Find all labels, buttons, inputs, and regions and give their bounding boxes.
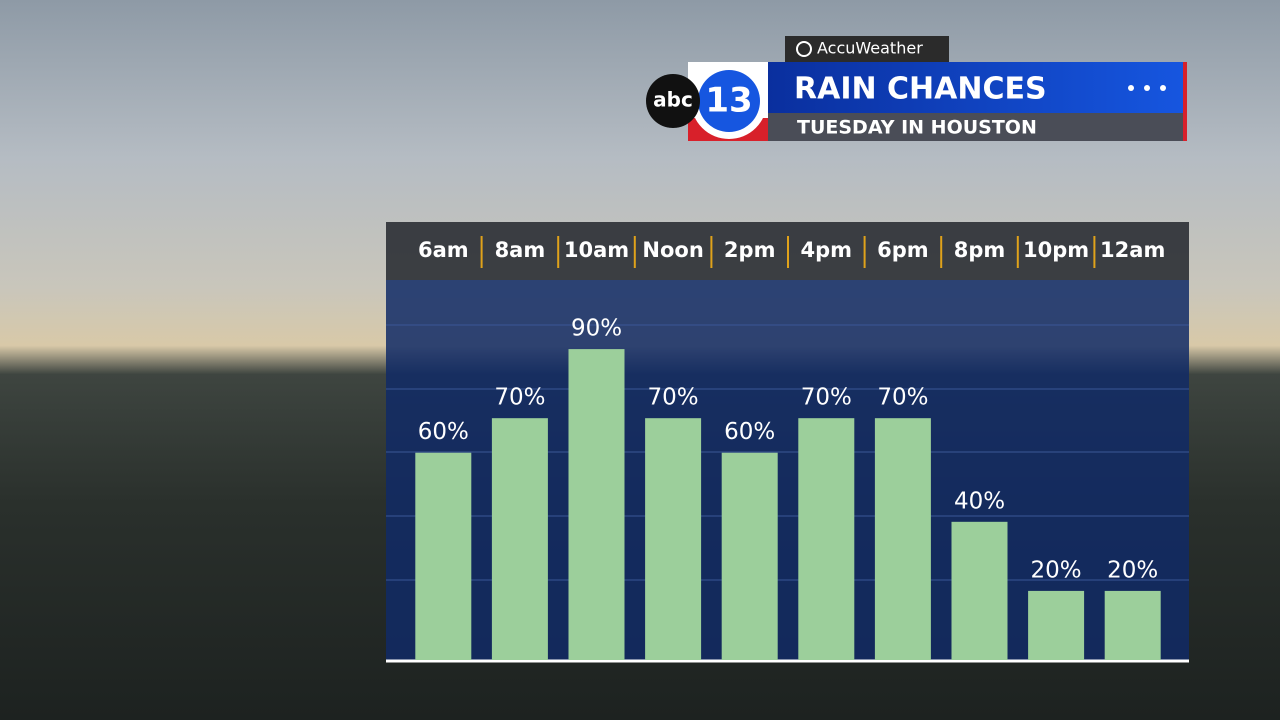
value-label: 60%	[724, 419, 775, 445]
provider-name: AccuWeather	[817, 39, 923, 58]
menu-dot	[1144, 85, 1150, 91]
x-tick-label: 2pm	[724, 238, 776, 262]
value-label: 90%	[571, 316, 622, 342]
network-circle	[646, 74, 700, 128]
bar	[721, 452, 778, 660]
value-label: 20%	[1107, 557, 1158, 583]
value-label: 70%	[648, 385, 699, 411]
x-tick-label: 10am	[564, 238, 629, 262]
bar	[1104, 590, 1161, 660]
value-label: 70%	[801, 385, 852, 411]
x-tick-label: 10pm	[1023, 238, 1089, 262]
bar	[645, 418, 702, 660]
provider-tag	[785, 36, 949, 62]
value-label: 70%	[877, 385, 928, 411]
bar	[951, 521, 1008, 660]
x-tick-label: 12am	[1100, 238, 1165, 262]
menu-dot	[1128, 85, 1134, 91]
x-tick-label: 8am	[495, 238, 546, 262]
bar	[798, 418, 855, 660]
bar	[415, 452, 472, 660]
menu-dot	[1160, 85, 1166, 91]
bar	[1028, 590, 1085, 660]
accent-bar	[1183, 62, 1187, 141]
x-tick-label: 6pm	[877, 238, 929, 262]
x-tick-label: Noon	[642, 238, 703, 262]
value-label: 40%	[954, 488, 1005, 514]
title-bar	[768, 62, 1186, 113]
provider-icon	[796, 41, 812, 57]
value-label: 60%	[418, 419, 469, 445]
x-tick-label: 6am	[418, 238, 469, 262]
bar	[568, 349, 625, 660]
value-label: 70%	[494, 385, 545, 411]
network-name: abc	[653, 88, 693, 112]
bar	[491, 418, 548, 660]
x-tick-label: 8pm	[954, 238, 1006, 262]
chart-title: RAIN CHANCES	[794, 72, 1047, 107]
bar	[874, 418, 931, 660]
x-tick-label: 4pm	[801, 238, 853, 262]
value-label: 20%	[1031, 557, 1082, 583]
logo-circle	[698, 70, 760, 132]
subtitle-bar	[768, 113, 1186, 141]
chart-subtitle: TUESDAY IN HOUSTON	[797, 117, 1037, 139]
logo-channel: 13	[705, 81, 752, 121]
